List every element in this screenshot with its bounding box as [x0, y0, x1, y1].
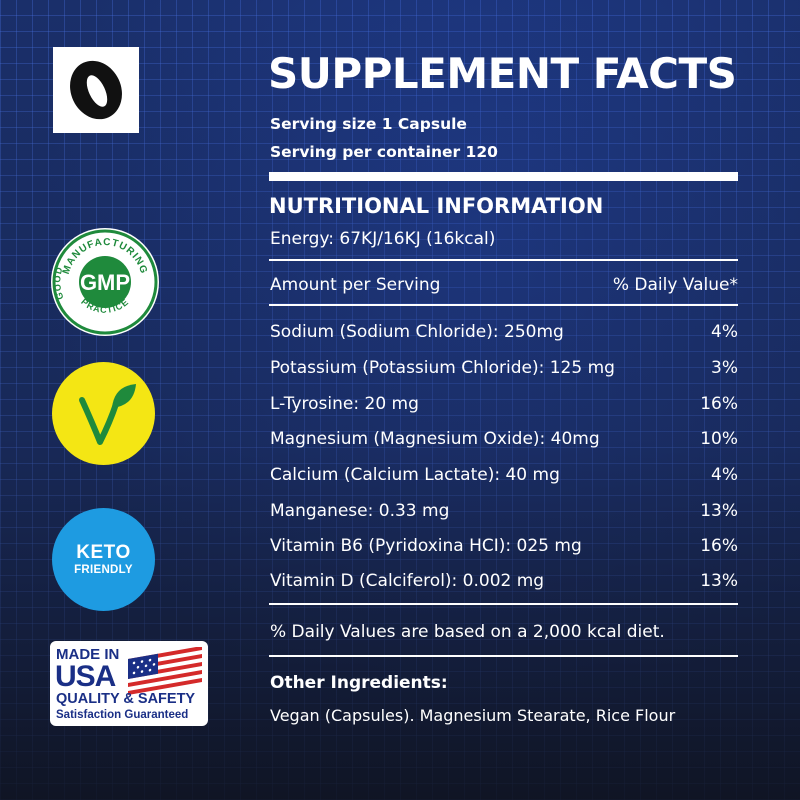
other-ingredients-text: Vegan (Capsules). Magnesium Stearate, Ri… — [270, 706, 676, 725]
nutrient-dv: 13% — [700, 571, 738, 591]
nutrient-dv: 10% — [700, 429, 738, 449]
usa-flag-icon — [128, 647, 202, 695]
gmp-main-label: GMP — [80, 270, 130, 295]
gmp-seal-icon: MANUFACTURING PRACTICE GOOD GMP — [51, 228, 159, 336]
nutrient-dv: 16% — [700, 394, 738, 414]
nutrient-name: Vitamin B6 (Pyridoxina HCI): 025 mg — [270, 536, 582, 556]
nutrient-name: Potassium (Potassium Chloride): 125 mg — [270, 358, 615, 378]
vegan-leaf-icon — [79, 384, 136, 445]
other-ingredients-heading: Other Ingredients: — [270, 673, 448, 693]
brand-logo-mark — [70, 60, 122, 120]
nutrient-name: Magnesium (Magnesium Oxide): 40mg — [270, 429, 600, 449]
daily-value-header: % Daily Value* — [612, 275, 738, 295]
nutrient-dv: 3% — [711, 358, 738, 378]
energy-line: Energy: 67KJ/16KJ (16kcal) — [270, 229, 496, 249]
nutrient-name: Calcium (Calcium Lactate): 40 mg — [270, 465, 560, 485]
divider — [269, 304, 738, 306]
made-in-usa-badge: MADE IN USA QUALITY & SAFETY Satisfactio… — [50, 641, 208, 726]
daily-value-footnote: % Daily Values are based on a 2,000 kcal… — [270, 622, 665, 642]
nutrient-dv: 4% — [711, 322, 738, 342]
thick-divider — [269, 172, 738, 181]
nutrient-name: L-Tyrosine: 20 mg — [270, 394, 419, 414]
serving-per-container: Serving per container 120 — [270, 143, 498, 161]
friendly-label: FRIENDLY — [74, 563, 133, 576]
vegan-badge — [52, 362, 155, 465]
brand-logo — [53, 47, 139, 133]
divider — [269, 603, 738, 605]
nutrient-name: Vitamin D (Calciferol): 0.002 mg — [270, 571, 545, 591]
gmp-badge: MANUFACTURING PRACTICE GOOD GMP — [48, 225, 162, 339]
nutrient-name: Sodium (Sodium Chloride): 250mg — [270, 322, 564, 342]
page-title: SUPPLEMENT FACTS — [268, 49, 737, 98]
usa-label: USA — [55, 660, 116, 693]
nutrient-dv: 13% — [700, 501, 738, 521]
nutrient-name: Manganese: 0.33 mg — [270, 501, 450, 521]
made-in-label: MADE IN — [56, 646, 120, 663]
nutrition-heading: NUTRITIONAL INFORMATION — [269, 194, 604, 218]
serving-size: Serving size 1 Capsule — [270, 115, 467, 133]
keto-label: KETO — [76, 541, 131, 563]
divider — [269, 259, 738, 261]
quality-safety-label: QUALITY & SAFETY — [56, 691, 196, 707]
divider — [269, 655, 738, 657]
satisfaction-label: Satisfaction Guaranteed — [56, 709, 189, 721]
amount-header: Amount per Serving — [270, 275, 441, 295]
keto-friendly-badge: KETO FRIENDLY — [52, 508, 155, 611]
nutrient-dv: 4% — [711, 465, 738, 485]
nutrient-dv: 16% — [700, 536, 738, 556]
